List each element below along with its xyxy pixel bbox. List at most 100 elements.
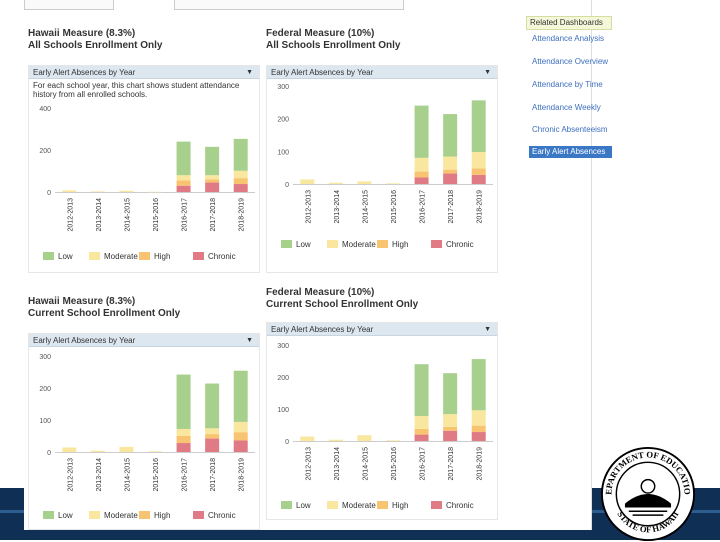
legend-label-moderate: Moderate bbox=[104, 511, 138, 520]
x-tick-label: 2015-2016 bbox=[153, 458, 160, 492]
bar-low-2018-2019 bbox=[471, 359, 486, 411]
sidebar-item-attendance-by-time[interactable]: Attendance by Time bbox=[532, 80, 603, 89]
bar-moderate-2012-2013 bbox=[62, 190, 77, 192]
bar-high-2018-2019 bbox=[233, 432, 248, 441]
bar-moderate-2017-2018 bbox=[205, 428, 220, 435]
p1-dropdown[interactable]: Early Alert Absences by Year ▼ bbox=[29, 66, 259, 79]
x-tick-label: 2012-2013 bbox=[305, 190, 312, 224]
filter-field-right[interactable] bbox=[174, 0, 404, 10]
legend-label-chronic: Chronic bbox=[446, 240, 474, 249]
bar-low-2016-2017 bbox=[414, 364, 429, 417]
bar-moderate-2014-2015 bbox=[119, 446, 134, 452]
bar-chronic-2018-2019 bbox=[233, 184, 248, 192]
bar-high-2017-2018 bbox=[443, 426, 458, 431]
dashboard-screenshot: Hawaii Measure (8.3%) All Schools Enroll… bbox=[24, 0, 612, 530]
y-tick-label: 0 bbox=[47, 190, 51, 197]
legend-label-moderate: Moderate bbox=[104, 252, 138, 261]
legend-label-low: Low bbox=[296, 501, 311, 510]
x-tick-label: 2015-2016 bbox=[391, 190, 398, 224]
related-dashboards-sidebar: Related Dashboards Attendance Analysis A… bbox=[502, 16, 612, 172]
p2-scope: All Schools Enrollment Only bbox=[266, 40, 401, 51]
x-tick-label: 2017-2018 bbox=[210, 198, 217, 232]
legend-label-low: Low bbox=[296, 240, 311, 249]
legend-label-low: Low bbox=[58, 252, 73, 261]
legend-swatch-chronic bbox=[193, 511, 204, 519]
chevron-down-icon: ▼ bbox=[246, 337, 253, 344]
bar-moderate-2018-2019 bbox=[471, 410, 486, 426]
bar-moderate-2012-2013 bbox=[300, 436, 315, 441]
y-tick-label: 300 bbox=[277, 84, 289, 91]
sidebar-title: Related Dashboards bbox=[526, 16, 612, 30]
x-tick-label: 2018-2019 bbox=[477, 190, 484, 224]
sidebar-item-early-alert-absences[interactable]: Early Alert Absences bbox=[529, 146, 612, 158]
bar-chronic-2018-2019 bbox=[233, 440, 248, 452]
sidebar-item-attendance-analysis[interactable]: Attendance Analysis bbox=[532, 34, 605, 43]
x-tick-label: 2012-2013 bbox=[67, 458, 74, 492]
bar-moderate-2018-2019 bbox=[471, 151, 486, 169]
x-tick-label: 2017-2018 bbox=[448, 190, 455, 224]
p2-panel: Early Alert Absences by Year ▼ 0 100 200 300… bbox=[266, 65, 498, 273]
p3-header-label: Early Alert Absences by Year bbox=[33, 336, 136, 345]
legend-label-chronic: Chronic bbox=[208, 252, 236, 261]
bar-moderate-2016-2017 bbox=[176, 175, 191, 181]
legend-label-chronic: Chronic bbox=[208, 511, 236, 520]
bar-moderate-2015-2016 bbox=[386, 440, 400, 441]
bar-high-2016-2017 bbox=[176, 436, 191, 444]
chevron-down-icon: ▼ bbox=[246, 69, 253, 76]
x-tick-label: 2012-2013 bbox=[67, 198, 74, 232]
legend-swatch-moderate bbox=[327, 501, 338, 509]
bar-chronic-2017-2018 bbox=[443, 430, 458, 441]
chevron-down-icon: ▼ bbox=[484, 69, 491, 76]
x-tick-label: 2013-2014 bbox=[96, 198, 103, 232]
legend-swatch-high bbox=[377, 240, 388, 248]
legend-swatch-low bbox=[43, 252, 54, 260]
filter-field-left[interactable] bbox=[24, 0, 114, 10]
filter-bar bbox=[24, 0, 424, 12]
legend-swatch-low bbox=[281, 501, 292, 509]
bar-low-2018-2019 bbox=[233, 370, 248, 422]
legend-label-high: High bbox=[392, 501, 408, 510]
sidebar-item-chronic-absenteeism[interactable]: Chronic Absenteeism bbox=[532, 125, 608, 134]
legend-swatch-high bbox=[139, 252, 150, 260]
bar-high-2016-2017 bbox=[414, 171, 429, 178]
bar-high-2017-2018 bbox=[205, 179, 220, 183]
bar-low-2017-2018 bbox=[443, 373, 458, 415]
legend-label-high: High bbox=[392, 240, 408, 249]
bar-moderate-2016-2017 bbox=[176, 428, 191, 436]
sidebar-item-attendance-weekly[interactable]: Attendance Weekly bbox=[532, 103, 601, 112]
bar-moderate-2012-2013 bbox=[62, 447, 77, 452]
x-tick-label: 2014-2015 bbox=[362, 447, 369, 481]
p1-measure-title: Hawaii Measure (8.3%) All Schools Enroll… bbox=[28, 28, 162, 52]
y-tick-label: 100 bbox=[39, 418, 51, 425]
p3-scope: Current School Enrollment Only bbox=[28, 308, 181, 319]
p4-dropdown[interactable]: Early Alert Absences by Year ▼ bbox=[267, 323, 497, 336]
bar-moderate-2014-2015 bbox=[357, 435, 372, 441]
sidebar-item-attendance-overview[interactable]: Attendance Overview bbox=[532, 57, 609, 66]
p2-measure: Federal Measure (10%) bbox=[266, 28, 375, 39]
bar-high-2016-2017 bbox=[176, 180, 191, 186]
y-tick-label: 300 bbox=[277, 343, 289, 350]
p3-dropdown[interactable]: Early Alert Absences by Year ▼ bbox=[29, 334, 259, 347]
bar-chronic-2016-2017 bbox=[176, 185, 191, 192]
bar-low-2018-2019 bbox=[233, 138, 248, 171]
bar-chronic-2016-2017 bbox=[176, 443, 191, 452]
bar-low-2017-2018 bbox=[443, 114, 458, 157]
p3-chart: 0 100 200 300 2012-2013 2013-2014 2014-2015 201… bbox=[39, 354, 255, 520]
bar-moderate-2013-2014 bbox=[328, 439, 343, 441]
p2-header-label: Early Alert Absences by Year bbox=[271, 68, 374, 77]
bar-low-2017-2018 bbox=[205, 383, 220, 429]
p4-scope: Current School Enrollment Only bbox=[266, 299, 419, 310]
legend-swatch-moderate bbox=[89, 511, 100, 519]
y-tick-label: 100 bbox=[277, 407, 289, 414]
legend-swatch-low bbox=[43, 511, 54, 519]
bar-high-2016-2017 bbox=[414, 428, 429, 435]
p2-dropdown[interactable]: Early Alert Absences by Year ▼ bbox=[267, 66, 497, 79]
x-tick-label: 2012-2013 bbox=[305, 447, 312, 481]
bar-high-2018-2019 bbox=[471, 168, 486, 175]
p1-panel: Early Alert Absences by Year ▼ For each s… bbox=[28, 65, 260, 273]
x-tick-label: 2013-2014 bbox=[96, 458, 103, 492]
bar-chronic-2018-2019 bbox=[471, 174, 486, 184]
bar-moderate-2018-2019 bbox=[233, 421, 248, 433]
y-tick-label: 200 bbox=[277, 375, 289, 382]
bar-moderate-2017-2018 bbox=[443, 414, 458, 427]
